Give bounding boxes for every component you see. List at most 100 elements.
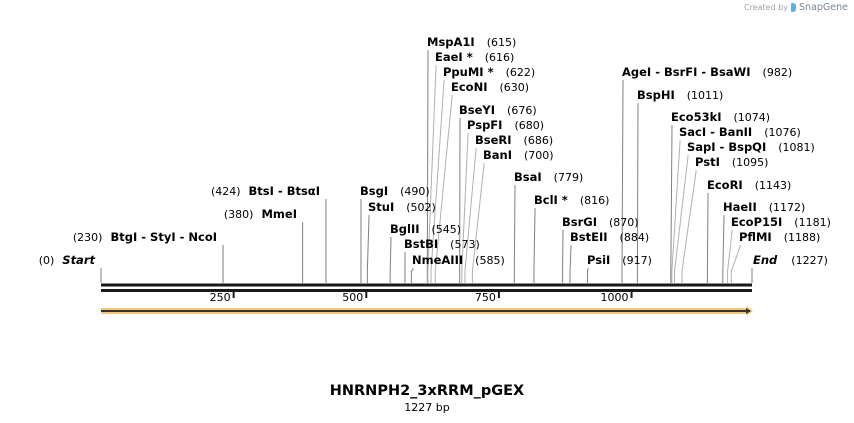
terminal-start: Start (0) (39, 253, 96, 267)
site-line (681, 170, 697, 283)
tick-label: 500 (342, 291, 363, 304)
site-name: HaeII (723, 200, 757, 214)
site-position: (676) (507, 104, 537, 117)
site-position: (380) (224, 208, 254, 221)
restriction-site[interactable]: PflMI (1188) (739, 230, 820, 244)
site-position: (230) (73, 231, 103, 244)
restriction-site[interactable]: PspFI (680) (467, 118, 544, 132)
restriction-site[interactable]: BsrGI (870) (562, 215, 639, 229)
site-name: BseYI (459, 103, 495, 117)
site-labels: BtgI - StyI - NcoI (230) MmeI (380) BtsI - B… (39, 35, 831, 267)
restriction-site[interactable]: AgeI - BsrFI - BsaWI (982) (622, 65, 792, 79)
restriction-site[interactable]: SapI - BspQI (1081) (687, 140, 815, 154)
site-name: BanI (483, 148, 512, 162)
site-line (513, 185, 516, 283)
terminal-position: (0) (39, 254, 55, 267)
site-name: PspFI (467, 118, 502, 132)
restriction-site[interactable]: BstBI (573) (404, 237, 480, 251)
site-name: PflMI (739, 230, 772, 244)
site-position: (585) (475, 254, 505, 267)
tick-mark (232, 291, 235, 298)
site-position: (622) (506, 66, 536, 79)
site-position: (779) (554, 171, 584, 184)
site-name: BglII (390, 222, 420, 236)
plasmid-name: HNRNPH2_3xRRM_pGEX (329, 383, 525, 399)
restriction-site[interactable]: PsiI (917) (587, 253, 652, 267)
restriction-site[interactable]: BglII (545) (390, 222, 461, 236)
restriction-site[interactable]: BstEII (884) (570, 230, 649, 244)
restriction-site[interactable]: BtgI - StyI - NcoI (230) (73, 230, 217, 244)
restriction-site[interactable]: NmeAIII (585) (412, 253, 505, 267)
feature-arrow[interactable] (101, 306, 753, 316)
credit-brand: SnapGene (799, 2, 848, 13)
site-position: (1181) (794, 216, 831, 229)
restriction-site[interactable]: EcoNI (630) (451, 80, 529, 94)
restriction-site[interactable]: PstI (1095) (695, 155, 768, 169)
restriction-site[interactable]: BanI (700) (483, 148, 554, 162)
restriction-site[interactable]: HaeII (1172) (723, 200, 805, 214)
site-name: EaeI * (435, 50, 473, 64)
restriction-site[interactable]: BseRI (686) (475, 133, 553, 147)
site-position: (816) (580, 194, 610, 207)
site-line (621, 80, 624, 283)
restriction-site[interactable]: EcoRI (1143) (707, 178, 791, 192)
site-line (464, 148, 477, 283)
site-name: PpuMI * (443, 65, 494, 79)
site-line (674, 155, 689, 283)
site-line (461, 133, 469, 283)
site-name: BsrGI (562, 215, 597, 229)
snapgene-logo-icon (791, 3, 797, 12)
restriction-site[interactable]: BspHI (1011) (637, 88, 723, 102)
restriction-site[interactable]: MmeI (380) (224, 207, 297, 221)
restriction-site[interactable]: MspA1I (615) (427, 35, 516, 49)
site-name: BtgI - StyI - NcoI (110, 230, 217, 244)
site-name: NmeAIII (412, 253, 463, 267)
site-position: (686) (524, 134, 554, 147)
tick-label: 1000 (601, 291, 629, 304)
site-name: EcoP15I (731, 215, 782, 229)
restriction-site[interactable]: BclI * (816) (534, 193, 609, 207)
terminal-name: Start (62, 253, 95, 267)
site-position: (1143) (755, 179, 792, 192)
site-position: (545) (432, 223, 462, 236)
restriction-site[interactable]: BsgI (490) (360, 184, 430, 198)
restriction-site[interactable]: PpuMI * (622) (443, 65, 535, 79)
site-line (389, 237, 392, 283)
site-position: (1076) (764, 126, 801, 139)
credit-prefix: Created by (744, 3, 789, 12)
site-line (727, 230, 733, 283)
restriction-site[interactable]: BtsI - BtsαI (424) (211, 184, 320, 198)
site-position: (630) (499, 81, 529, 94)
site-name: BstBI (404, 237, 438, 251)
restriction-site[interactable]: EcoP15I (1181) (731, 215, 831, 229)
tick-mark (365, 291, 368, 298)
restriction-site[interactable]: SacI - BanII (1076) (679, 125, 801, 139)
site-position: (700) (524, 149, 554, 162)
site-name: PstI (695, 155, 720, 169)
restriction-site[interactable]: BsaI (779) (514, 170, 583, 184)
site-line (706, 193, 709, 283)
site-position: (1095) (732, 156, 769, 169)
site-line (533, 208, 536, 283)
site-position: (424) (211, 185, 241, 198)
site-position: (616) (485, 51, 515, 64)
restriction-site[interactable]: StuI (502) (368, 200, 436, 214)
site-position: (884) (620, 231, 650, 244)
backbone-bottom-strand (101, 289, 752, 292)
terminal-name: End (753, 253, 778, 267)
site-name: BtsI - BtsαI (249, 184, 320, 198)
site-name: MmeI (261, 207, 297, 221)
restriction-site[interactable]: EaeI * (616) (435, 50, 514, 64)
site-position: (917) (622, 254, 652, 267)
site-position: (1011) (687, 89, 724, 102)
backbone-top-strand (101, 283, 752, 287)
site-name: BseRI (475, 133, 512, 147)
site-line (366, 215, 370, 283)
tick-mark (497, 291, 500, 298)
site-position: (502) (406, 201, 436, 214)
restriction-site[interactable]: BseYI (676) (459, 103, 537, 117)
site-line (569, 245, 572, 283)
site-name: MspA1I (427, 35, 475, 49)
site-name: PsiI (587, 253, 610, 267)
restriction-site[interactable]: Eco53kI (1074) (671, 110, 770, 124)
